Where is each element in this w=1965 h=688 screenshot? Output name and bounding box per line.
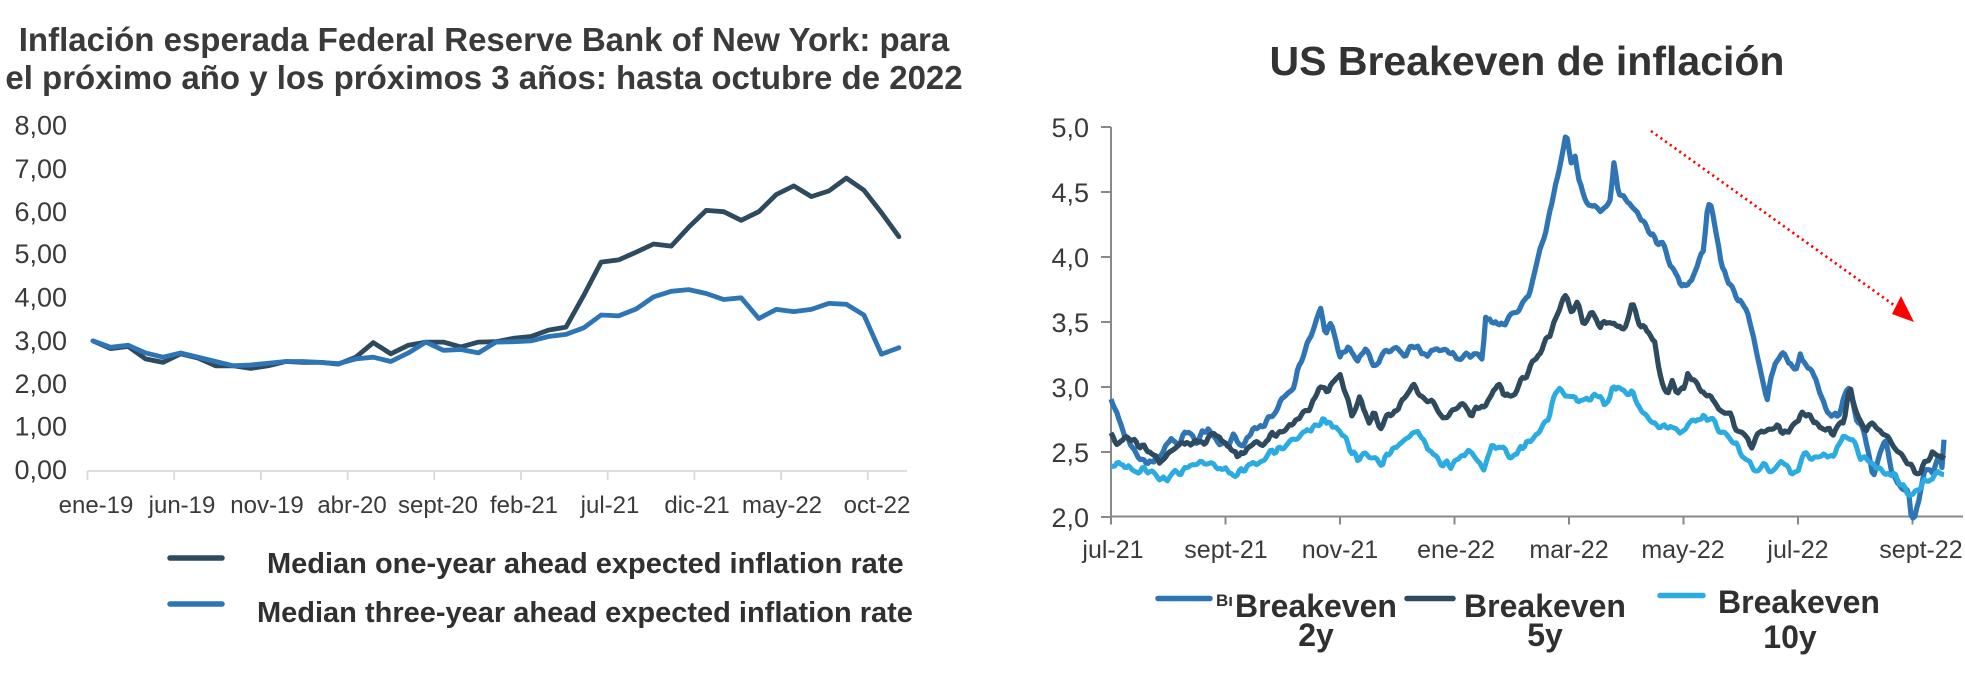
svg-text:ene-19: ene-19: [59, 492, 134, 519]
svg-text:3,00: 3,00: [14, 326, 67, 356]
svg-text:jul-21: jul-21: [1081, 536, 1143, 564]
svg-text:jul-22: jul-22: [1766, 536, 1828, 564]
svg-text:8,00: 8,00: [14, 111, 67, 141]
svg-text:el próximo año y los próximos: el próximo año y los próximos 3 años: ha…: [5, 59, 962, 96]
svg-text:Median three-year ahead expect: Median three-year ahead expected inflati…: [257, 597, 913, 629]
svg-text:dic-21: dic-21: [664, 492, 729, 519]
svg-text:may-22: may-22: [1641, 536, 1724, 564]
svg-text:5,0: 5,0: [1051, 113, 1089, 143]
svg-text:5,00: 5,00: [14, 239, 67, 269]
svg-text:ene-22: ene-22: [1417, 536, 1495, 564]
svg-text:Median one-year ahead expected: Median one-year ahead expected inflation…: [267, 548, 904, 580]
svg-text:2y: 2y: [1298, 617, 1334, 653]
svg-text:Breakeven: Breakeven: [1464, 588, 1626, 624]
svg-text:jun-19: jun-19: [148, 492, 216, 519]
svg-text:sept-21: sept-21: [1184, 536, 1267, 564]
svg-text:4,5: 4,5: [1051, 178, 1089, 208]
svg-text:0,00: 0,00: [14, 455, 67, 485]
svg-text:sept-22: sept-22: [1879, 536, 1962, 564]
svg-text:3,0: 3,0: [1051, 373, 1089, 403]
svg-text:3,5: 3,5: [1051, 308, 1089, 338]
svg-text:Breakeven: Breakeven: [1235, 588, 1397, 624]
svg-text:jul-21: jul-21: [580, 492, 640, 519]
svg-text:abr-20: abr-20: [317, 492, 386, 519]
svg-text:2,0: 2,0: [1051, 503, 1089, 533]
svg-text:feb-21: feb-21: [490, 492, 558, 519]
svg-text:mar-22: mar-22: [1529, 536, 1608, 564]
svg-text:1,00: 1,00: [14, 412, 67, 442]
svg-text:Breakeven: Breakeven: [1718, 584, 1880, 620]
svg-text:6,00: 6,00: [14, 197, 67, 227]
svg-text:10y: 10y: [1763, 619, 1817, 655]
svg-text:4,0: 4,0: [1051, 243, 1089, 273]
svg-text:2,5: 2,5: [1051, 438, 1089, 468]
svg-text:may-22: may-22: [742, 492, 822, 519]
svg-text:Bı: Bı: [1216, 591, 1233, 610]
svg-text:4,00: 4,00: [14, 282, 67, 312]
svg-text:Inflación esperada Federal Res: Inflación esperada Federal Reserve Bank …: [19, 21, 950, 58]
svg-text:5y: 5y: [1527, 617, 1563, 653]
svg-text:sept-20: sept-20: [398, 492, 478, 519]
svg-text:US Breakeven de inflación: US Breakeven de inflación: [1270, 38, 1785, 84]
svg-text:nov-19: nov-19: [230, 492, 303, 519]
svg-text:nov-21: nov-21: [1302, 536, 1378, 564]
svg-text:oct-22: oct-22: [844, 492, 911, 519]
svg-text:2,00: 2,00: [14, 369, 67, 399]
svg-text:7,00: 7,00: [14, 154, 67, 184]
